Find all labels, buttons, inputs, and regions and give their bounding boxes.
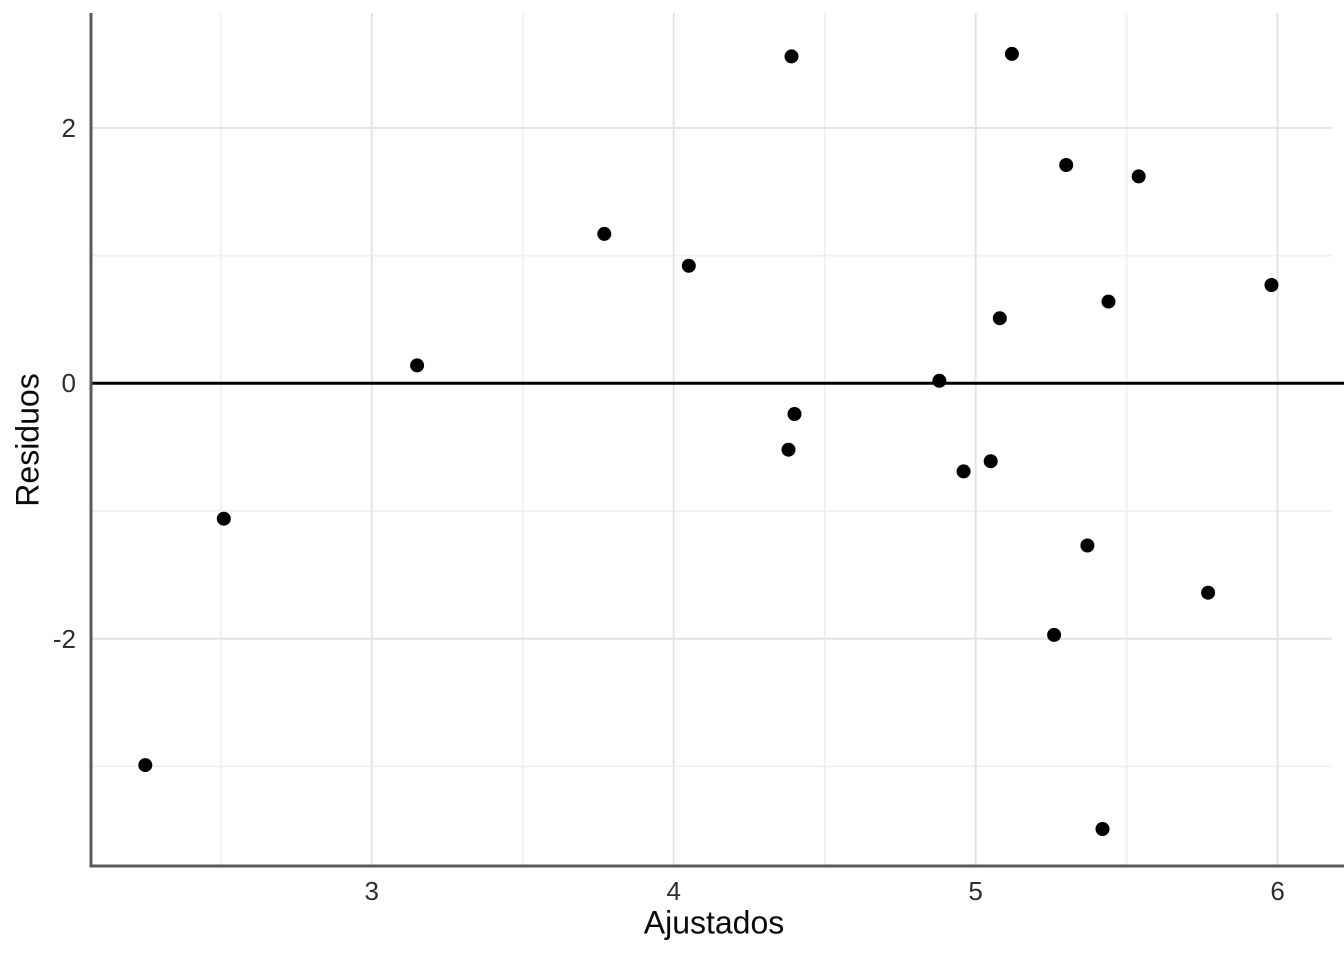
x-axis-tick-label: 4 bbox=[666, 876, 681, 906]
data-point bbox=[932, 373, 947, 388]
data-point bbox=[138, 758, 153, 773]
y-axis-title: Residuos bbox=[9, 373, 46, 507]
data-point bbox=[1201, 585, 1216, 600]
x-axis-tick-label: 6 bbox=[1270, 876, 1285, 906]
data-point bbox=[781, 442, 796, 457]
x-axis-title: Ajustados bbox=[643, 904, 785, 941]
data-point bbox=[597, 226, 612, 241]
data-point bbox=[1131, 169, 1146, 184]
data-point bbox=[992, 311, 1007, 326]
data-point bbox=[1059, 158, 1074, 172]
data-point bbox=[1047, 627, 1062, 642]
data-point bbox=[1101, 294, 1116, 309]
data-point bbox=[1004, 46, 1019, 61]
data-point bbox=[956, 464, 971, 479]
data-point bbox=[410, 358, 425, 373]
y-axis-tick-label: 0 bbox=[61, 368, 76, 399]
data-point bbox=[784, 49, 799, 64]
data-point bbox=[1095, 822, 1110, 836]
data-point bbox=[1264, 278, 1279, 292]
data-point bbox=[216, 511, 231, 526]
y-axis-tick-label: 2 bbox=[61, 112, 76, 143]
data-point bbox=[787, 407, 802, 421]
data-point bbox=[983, 454, 998, 469]
y-axis-tick-label: -2 bbox=[52, 623, 76, 654]
data-point bbox=[1080, 538, 1095, 553]
x-axis-tick-label: 3 bbox=[364, 876, 380, 906]
data-point bbox=[681, 258, 696, 273]
x-axis-tick-label: 5 bbox=[968, 876, 983, 906]
